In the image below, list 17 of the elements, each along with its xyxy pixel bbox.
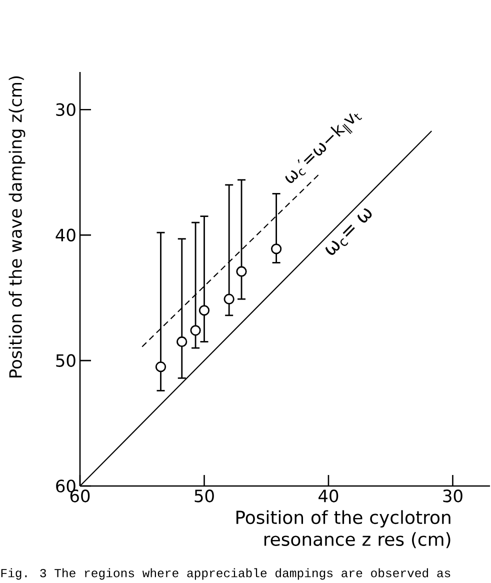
x-tick-label: 40 bbox=[318, 490, 338, 502]
caption: Fig. 3 The regions where appreciable dampings are observed as bbox=[2, 568, 450, 580]
y-tick-label: 30 bbox=[56, 103, 76, 116]
point bbox=[199, 305, 210, 316]
point bbox=[271, 244, 282, 254]
point bbox=[224, 294, 235, 304]
y-tick-label: 50 bbox=[56, 354, 76, 367]
x-tick-label: 30 bbox=[443, 490, 463, 502]
y-tick-label: 40 bbox=[56, 228, 76, 242]
point bbox=[190, 325, 202, 336]
x-axis-title: Position of the cyclotron resonance z res (cm) bbox=[236, 510, 450, 548]
y-axis-title: Position of the wave damping z(cm) bbox=[8, 76, 26, 378]
point bbox=[236, 266, 247, 277]
text: ω$_{c}$= ω bbox=[326, 208, 372, 255]
point bbox=[176, 336, 188, 348]
point bbox=[156, 362, 166, 372]
x-tick-label: 50 bbox=[194, 490, 214, 502]
